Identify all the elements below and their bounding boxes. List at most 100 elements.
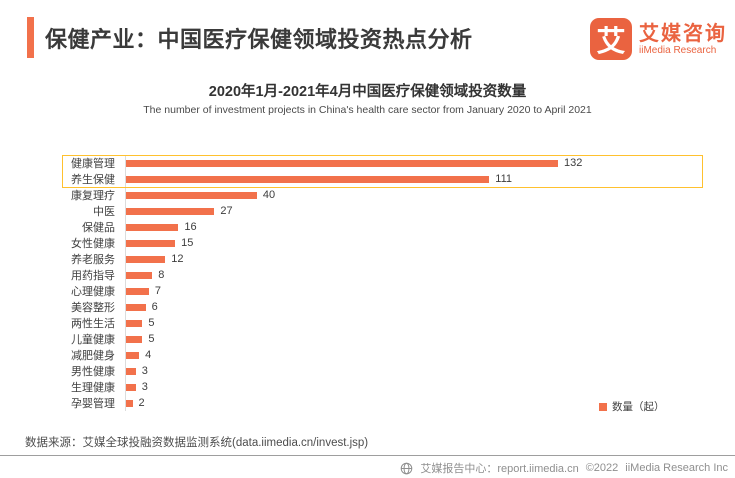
bar [126, 399, 133, 407]
footer-divider [0, 455, 735, 456]
company-name: iiMedia Research Inc [625, 462, 728, 474]
category-label: 康复理疗 [71, 190, 115, 202]
bar-row: 两性生活 5 [0, 315, 735, 331]
value-label: 3 [141, 381, 148, 393]
logo-text: 艾媒咨询 iiMedia Research [639, 23, 727, 56]
category-label: 孕婴管理 [71, 398, 115, 410]
bar-row: 用药指导 8 [0, 267, 735, 283]
category-label: 生理健康 [71, 382, 115, 394]
category-label: 用药指导 [71, 270, 115, 282]
category-label: 男性健康 [71, 366, 115, 378]
category-label: 心理健康 [71, 286, 115, 298]
bar-area: 40 [125, 187, 735, 203]
value-label: 16 [184, 221, 197, 233]
logo-brand-en: iiMedia Research [639, 44, 717, 56]
value-label: 4 [145, 349, 152, 361]
bar [126, 239, 176, 247]
footer-bar: 艾媒报告中心：report.iimedia.cn ©2022 iiMedia R… [400, 460, 728, 476]
bar-area: 7 [125, 283, 735, 299]
value-label: 27 [220, 205, 233, 217]
bar-row: 美容整形 6 [0, 299, 735, 315]
value-label: 3 [141, 365, 148, 377]
bar-area: 132 [125, 155, 735, 171]
value-label: 2 [138, 397, 145, 409]
data-source: 数据来源：艾媒全球投融资数据监测系统(data.iimedia.cn/inves… [25, 437, 369, 449]
value-label: 111 [495, 173, 513, 185]
bar-row: 孕婴管理 2 [0, 395, 735, 411]
page-title: 保健产业：中国医疗保健领域投资热点分析 [45, 27, 473, 52]
bar-row: 生理健康 3 [0, 379, 735, 395]
legend-label: 数量（起） [612, 401, 665, 413]
bar-area: 15 [125, 235, 735, 251]
title-accent-bar [27, 17, 34, 58]
report-center-link: 艾媒报告中心：report.iimedia.cn [420, 463, 579, 475]
value-label: 12 [171, 253, 184, 265]
legend: 数量（起） [599, 399, 665, 414]
bar [126, 319, 143, 327]
category-label: 女性健康 [71, 238, 115, 250]
bar [126, 287, 149, 295]
category-label: 中医 [93, 206, 115, 218]
bar [126, 303, 146, 311]
bar-row: 养生保健 111 [0, 171, 735, 187]
value-label: 5 [148, 317, 155, 329]
bar-row: 康复理疗 40 [0, 187, 735, 203]
bar [126, 207, 215, 215]
value-label: 8 [158, 269, 165, 281]
bar-row: 男性健康 3 [0, 363, 735, 379]
bar [126, 255, 166, 263]
bar [126, 383, 136, 391]
logo-brand-cn: 艾媒咨询 [639, 22, 727, 45]
iimedia-logo-icon: 艾 [590, 18, 632, 60]
value-label: 6 [151, 301, 158, 313]
category-label: 养老服务 [71, 254, 115, 266]
category-label: 儿童健康 [71, 334, 115, 346]
bar-area: 111 [125, 171, 735, 187]
value-label: 132 [564, 157, 583, 169]
category-label: 减肥健身 [71, 350, 115, 362]
value-label: 15 [181, 237, 194, 249]
globe-icon [401, 462, 413, 474]
category-label: 健康管理 [71, 158, 115, 170]
bar-area: 5 [125, 331, 735, 347]
bar-area: 16 [125, 219, 735, 235]
bar-row: 儿童健康 5 [0, 331, 735, 347]
value-label: 5 [148, 333, 155, 345]
bar-row: 中医 27 [0, 203, 735, 219]
bar [126, 223, 179, 231]
bar-row: 心理健康 7 [0, 283, 735, 299]
bar-area: 27 [125, 203, 735, 219]
value-label: 7 [154, 285, 162, 297]
bar-area: 3 [125, 379, 735, 395]
bar-row: 减肥健身 4 [0, 347, 735, 363]
bar [126, 335, 143, 343]
bar-area: 8 [125, 267, 735, 283]
chart-title: 2020年1月-2021年4月中国医疗保健领域投资数量 [208, 84, 527, 100]
bar [126, 159, 558, 167]
bar-area: 6 [125, 299, 735, 315]
bar-area: 12 [125, 251, 735, 267]
category-label: 美容整形 [71, 302, 115, 314]
bar-row: 女性健康 15 [0, 235, 735, 251]
bar-area: 2 [125, 395, 735, 411]
legend-swatch [599, 402, 607, 411]
bar [126, 367, 136, 375]
bar [126, 351, 140, 359]
value-label: 40 [262, 189, 276, 201]
iimedia-logo: 艾 艾媒咨询 iiMedia Research [590, 18, 727, 60]
copyright-text: ©2022 [585, 462, 619, 474]
bar-row: 保健品 16 [0, 219, 735, 235]
category-label: 养生保健 [71, 174, 115, 186]
bar [126, 191, 257, 199]
bar [126, 271, 153, 279]
bar-chart: 健康管理 132 养生保健 111 康复理疗 40 中医 27 保健品 16 女性健康 15 养老服务 1… [0, 155, 735, 411]
category-label: 两性生活 [71, 318, 115, 330]
category-label: 保健品 [82, 222, 115, 234]
bar-area: 4 [125, 347, 735, 363]
bar [126, 175, 490, 183]
bar-area: 5 [125, 315, 735, 331]
bar-area: 3 [125, 363, 735, 379]
bar-row: 健康管理 132 [0, 155, 735, 171]
bar-row: 养老服务 12 [0, 251, 735, 267]
